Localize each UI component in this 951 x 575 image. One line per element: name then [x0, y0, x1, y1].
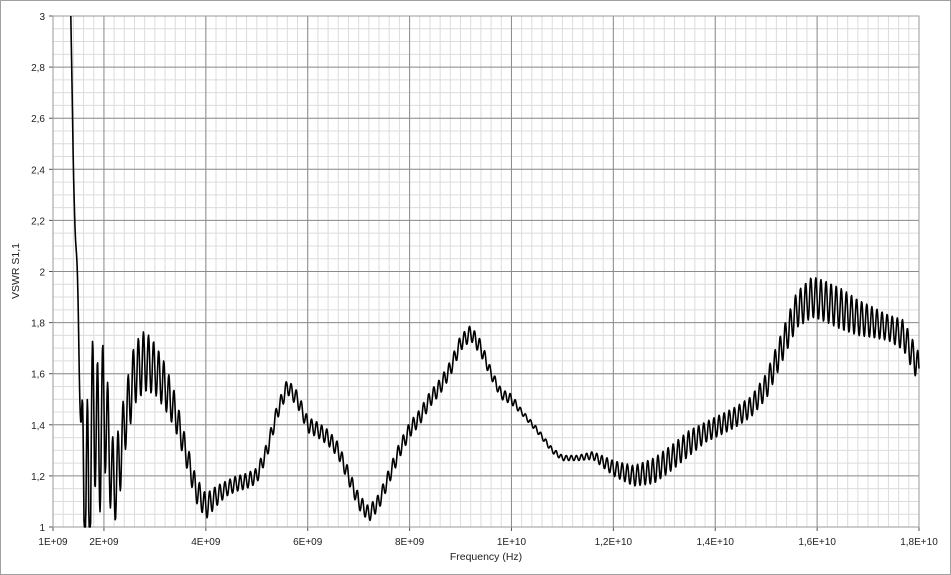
x-tick-label: 6E+09	[293, 537, 323, 548]
y-tick-label: 2,8	[31, 63, 45, 74]
y-axis-title: VSWR S1,1	[10, 243, 22, 299]
y-tick-label: 1,8	[31, 319, 45, 330]
x-tick-label: 1,2E+10	[595, 537, 633, 548]
y-tick-label: 2,6	[31, 114, 45, 125]
x-tick-label: 1,8E+10	[900, 537, 938, 548]
y-tick-label: 2,4	[31, 165, 45, 176]
x-tick-labels: 1E+09 2E+09 4E+09 6E+09 8E+09 1E+10 1,2E+10 1,4…	[38, 537, 938, 548]
x-tick-label: 1E+10	[497, 537, 527, 548]
y-tick-label: 2,2	[31, 216, 45, 227]
y-tick-label: 3	[39, 12, 45, 23]
y-tick-label: 1,4	[31, 421, 45, 432]
y-tick-label: 1	[39, 523, 45, 534]
plot-border	[52, 15, 920, 528]
x-tick-label: 4E+09	[191, 537, 221, 548]
y-tick-label: 2	[39, 268, 45, 279]
x-tick-label: 8E+09	[395, 537, 425, 548]
x-axis-title: Frequency (Hz)	[450, 551, 522, 563]
y-tick-label: 1,2	[31, 472, 45, 483]
y-tick-labels: 1 1,2 1,4 1,6 1,8 2 2,2 2,4 2,6 2,8 3	[31, 12, 45, 534]
x-tick-label: 1,6E+10	[798, 537, 836, 548]
x-tick-label: 2E+09	[89, 537, 119, 548]
y-tick-label: 1,6	[31, 370, 45, 381]
x-tick-label: 1,4E+10	[696, 537, 734, 548]
x-tick-label: 1E+09	[38, 537, 68, 548]
vswr-series-line	[70, 15, 920, 528]
